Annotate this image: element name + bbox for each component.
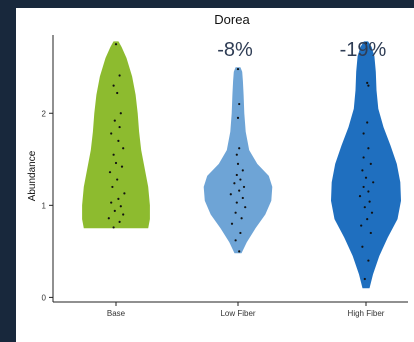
data-point xyxy=(244,206,247,209)
data-point xyxy=(372,181,375,184)
data-point xyxy=(108,171,112,174)
violin-low-fiber xyxy=(203,67,273,254)
chart-title: Dorea xyxy=(214,12,250,27)
jitter-points xyxy=(107,42,375,281)
data-point xyxy=(122,147,125,150)
data-point xyxy=(363,277,366,281)
data-point xyxy=(114,161,118,165)
data-point xyxy=(114,43,118,46)
y-tick-label: 0 xyxy=(42,293,47,302)
data-point xyxy=(363,206,366,209)
data-point xyxy=(362,156,365,159)
data-point xyxy=(366,81,369,84)
data-point xyxy=(116,178,119,181)
x-tick-label: Low Fiber xyxy=(220,309,255,318)
data-point xyxy=(367,147,370,150)
data-point xyxy=(116,91,119,95)
data-point xyxy=(238,189,241,192)
data-point xyxy=(123,192,126,195)
data-point xyxy=(234,211,237,214)
data-point xyxy=(118,74,121,77)
percent-change-label: -19% xyxy=(340,39,387,61)
y-axis-label: Abundance xyxy=(27,150,38,201)
data-point xyxy=(117,197,120,200)
data-point xyxy=(366,218,369,221)
data-point xyxy=(119,205,122,208)
data-point xyxy=(370,211,374,214)
data-point xyxy=(361,245,364,248)
data-point xyxy=(239,178,242,181)
y-tick-label: 2 xyxy=(42,109,47,118)
data-point xyxy=(118,220,121,223)
data-point xyxy=(238,102,241,106)
data-point xyxy=(233,182,236,185)
x-tick-label: High Fiber xyxy=(348,309,385,318)
data-point xyxy=(241,196,244,200)
data-point xyxy=(122,213,125,216)
data-point xyxy=(367,84,370,87)
data-point xyxy=(361,169,364,172)
data-point xyxy=(367,259,370,262)
y-tick-label: 1 xyxy=(42,201,47,210)
data-point xyxy=(112,153,115,156)
data-point xyxy=(235,153,238,156)
data-point xyxy=(229,193,232,196)
data-point xyxy=(362,132,365,135)
data-point xyxy=(362,185,365,189)
data-point xyxy=(230,222,234,225)
violin-high-fiber xyxy=(331,41,401,289)
violin-base xyxy=(82,41,150,229)
data-point xyxy=(360,224,363,227)
data-point xyxy=(241,169,244,172)
data-point xyxy=(117,139,120,142)
data-point xyxy=(240,217,243,220)
violin-chart: Dorea Abundance 0 1 2 Base Low Fiber High Fi… xyxy=(27,12,408,318)
percent-change-label: -8% xyxy=(217,39,253,61)
data-point xyxy=(235,201,238,204)
data-point xyxy=(236,67,240,71)
data-point xyxy=(112,84,115,87)
data-point xyxy=(236,162,240,165)
data-point xyxy=(364,42,368,45)
data-point xyxy=(113,119,116,122)
data-point xyxy=(238,250,241,253)
data-point xyxy=(236,116,240,119)
data-point xyxy=(242,185,246,189)
violins xyxy=(82,41,401,289)
plot-panel: Dorea Abundance 0 1 2 Base Low Fiber High Fi… xyxy=(16,8,414,342)
data-point xyxy=(118,125,121,129)
data-point xyxy=(107,217,110,220)
x-ticks: Base Low Fiber High Fiber xyxy=(107,302,385,318)
data-point xyxy=(113,209,116,212)
data-point xyxy=(239,231,242,235)
y-ticks: 0 1 2 xyxy=(42,109,53,302)
data-point xyxy=(235,173,238,177)
data-point xyxy=(368,200,371,203)
data-point xyxy=(112,226,115,229)
data-point xyxy=(234,239,237,242)
data-point xyxy=(358,195,362,198)
data-point xyxy=(119,112,122,115)
data-point xyxy=(367,190,370,193)
data-point xyxy=(110,201,113,204)
data-point xyxy=(366,121,369,124)
data-point xyxy=(238,147,241,150)
data-point xyxy=(369,231,372,235)
data-point xyxy=(364,176,368,179)
data-point xyxy=(120,165,124,168)
x-tick-label: Base xyxy=(107,309,126,318)
annotations: -8% -19% xyxy=(217,39,386,61)
data-point xyxy=(369,162,372,165)
data-point xyxy=(111,185,114,189)
data-point xyxy=(110,132,113,135)
